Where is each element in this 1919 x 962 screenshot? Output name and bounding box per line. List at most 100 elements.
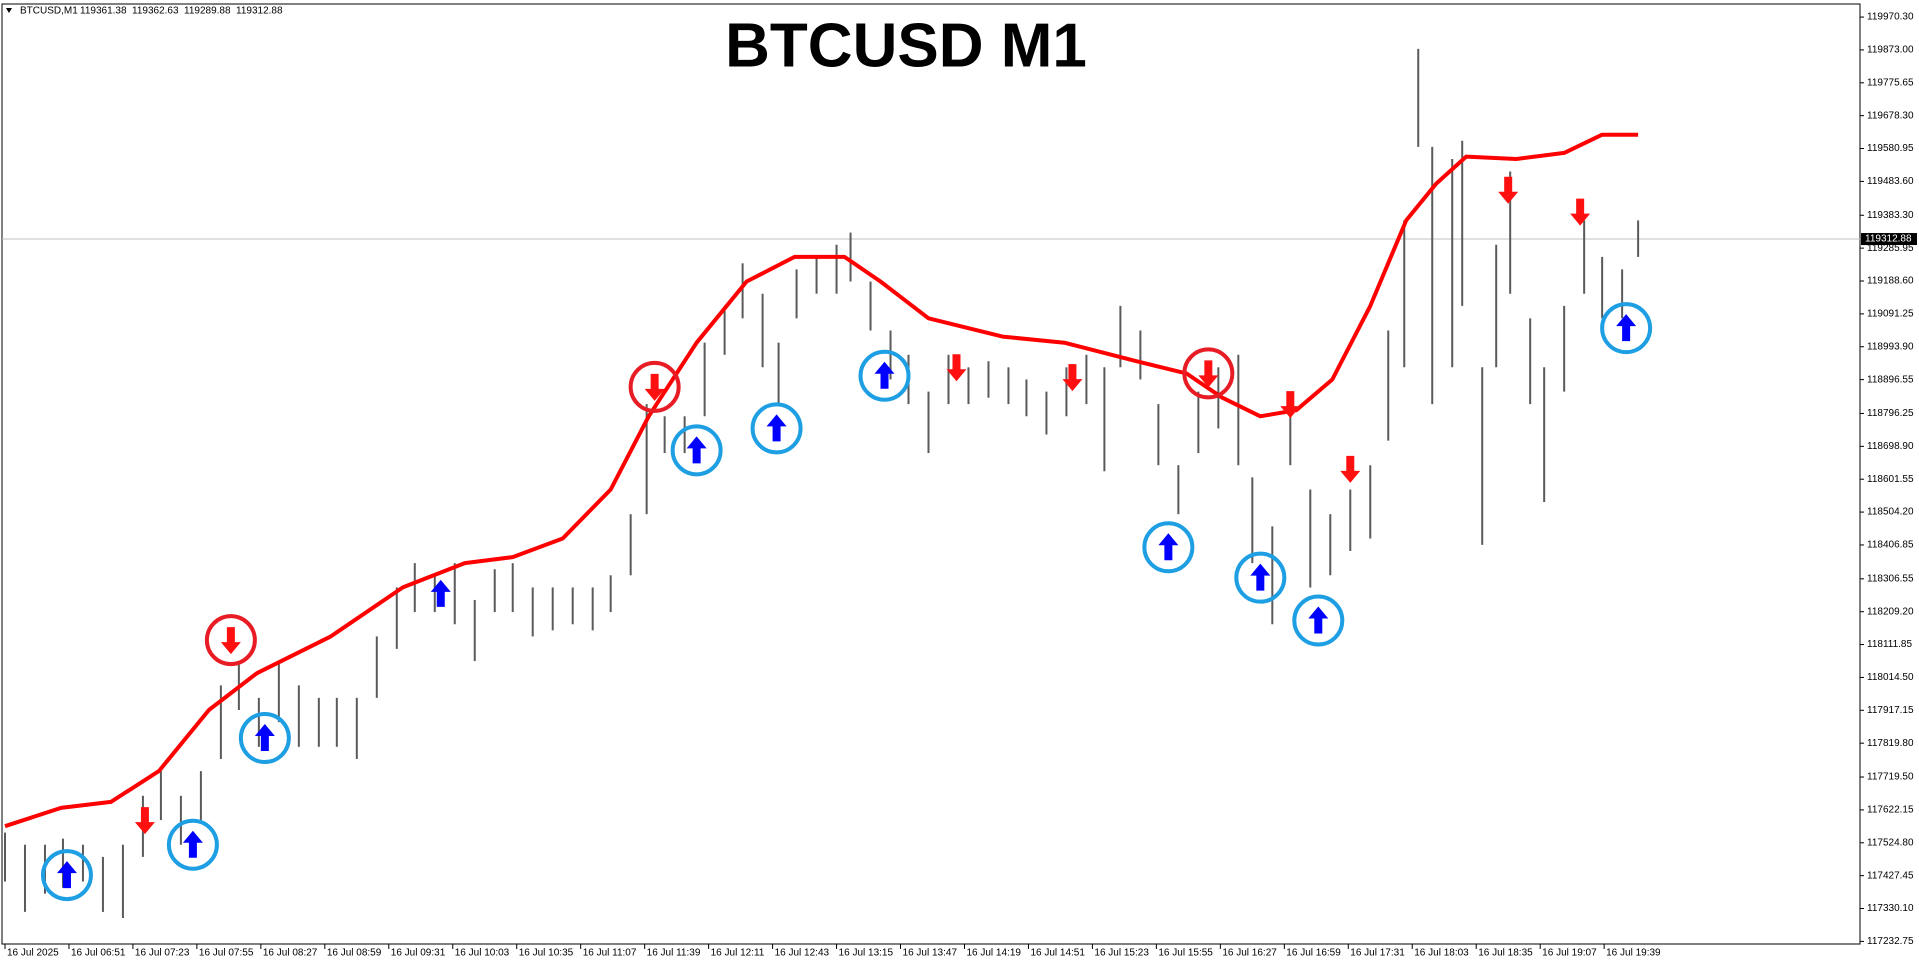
arrow-shape (254, 724, 275, 752)
y-tick-label: 118209.20 (1867, 606, 1914, 617)
arrow-shape (766, 414, 787, 442)
sell-arrow (1182, 347, 1235, 400)
x-tick-label: 16 Jul 07:23 (135, 948, 190, 959)
y-tick-label: 119483.60 (1867, 176, 1914, 187)
y-tick-label: 119970.30 (1867, 12, 1914, 23)
signal-circle (1600, 302, 1653, 355)
signal-circle (628, 360, 681, 413)
y-tick-label: 117427.45 (1867, 870, 1914, 881)
y-tick-label: 117524.80 (1867, 837, 1914, 848)
y-tick-label: 118111.85 (1867, 639, 1912, 650)
arrow-shape (874, 361, 895, 389)
arrow-shape (1498, 176, 1519, 204)
sell-arrow (1062, 364, 1083, 392)
current-price-box (1861, 233, 1917, 246)
symbol-label: BTCUSD,M1 (20, 6, 78, 17)
signal-circle (858, 349, 911, 402)
y-tick-label: 117917.15 (1867, 705, 1914, 716)
x-tick-label: 16 Jul 08:27 (263, 948, 318, 959)
buy-arrow (1142, 521, 1195, 574)
y-tick-label: 118796.25 (1867, 408, 1914, 419)
y-tick-label: 118601.55 (1867, 474, 1914, 485)
y-tick-label: 118406.85 (1867, 540, 1914, 551)
sell-arrow (134, 807, 155, 835)
buy-arrow (1292, 594, 1345, 647)
signal-circle (750, 402, 803, 455)
signal-circle (1292, 594, 1345, 647)
arrow-shape (1340, 455, 1361, 483)
x-tick-label: 16 Jul 13:15 (839, 948, 894, 959)
sell-arrow (1280, 391, 1301, 419)
arrow-shape (1308, 606, 1329, 634)
x-tick-label: 16 Jul 16:27 (1222, 948, 1277, 959)
buy-arrow (750, 402, 803, 455)
y-tick-label: 118993.90 (1867, 341, 1914, 352)
signal-circle (40, 849, 93, 902)
header-value: 119362.63 (132, 6, 179, 17)
y-tick-label: 117330.10 (1867, 903, 1914, 914)
x-tick-label: 16 Jul 19:07 (1542, 948, 1597, 959)
arrow-shape (430, 579, 451, 607)
y-tick-label: 118504.20 (1867, 507, 1914, 518)
moving-average (4, 132, 1639, 829)
x-tick-label: 16 Jul 2025 (7, 948, 59, 959)
y-tick-label: 119580.95 (1867, 143, 1914, 154)
y-tick-label: 119383.30 (1867, 210, 1914, 221)
signal-circle (1142, 521, 1195, 574)
arrow-shape (1280, 391, 1301, 419)
signal-circle (166, 818, 219, 871)
signal-circle (1182, 347, 1235, 400)
sell-arrow (628, 360, 681, 413)
header-marker (6, 8, 12, 13)
signal-circle (1234, 551, 1287, 604)
x-tick-label: 16 Jul 12:11 (711, 948, 765, 959)
signal-circle (238, 712, 291, 765)
x-tick-label: 16 Jul 18:03 (1414, 948, 1469, 959)
arrow-shape (1198, 360, 1219, 388)
x-tick-label: 16 Jul 10:03 (455, 948, 510, 959)
x-tick-label: 16 Jul 15:23 (1094, 948, 1149, 959)
buy-arrow (166, 818, 219, 871)
buy-arrow (1234, 551, 1287, 604)
header-value: 119289.88 (184, 6, 231, 17)
x-tick-label: 16 Jul 06:51 (71, 948, 126, 959)
plot-frame (1, 3, 1861, 945)
buy-arrow (40, 849, 93, 902)
sell-arrow (1498, 176, 1519, 204)
x-tick-label: 16 Jul 10:35 (519, 948, 574, 959)
x-tick-label: 16 Jul 19:39 (1606, 948, 1661, 959)
header-value: 119361.38 (80, 6, 127, 17)
buy-arrow (858, 349, 911, 402)
x-tick-label: 16 Jul 18:35 (1478, 948, 1533, 959)
header-value: 119312.88 (236, 6, 283, 17)
y-tick-label: 119188.60 (1867, 276, 1914, 287)
arrow-shape (220, 627, 241, 655)
arrow-shape (1250, 563, 1271, 591)
y-tick-label: 117719.50 (1867, 772, 1914, 783)
y-tick-label: 119678.30 (1867, 110, 1914, 121)
x-tick-label: 16 Jul 07:55 (199, 948, 254, 959)
y-tick-label: 117819.80 (1867, 738, 1914, 749)
y-tick-label: 118306.55 (1867, 573, 1914, 584)
y-tick-label: 117622.15 (1867, 805, 1914, 816)
sell-arrow (946, 354, 967, 382)
sell-arrow (1570, 198, 1591, 226)
x-tick-label: 16 Jul 12:43 (775, 948, 830, 959)
x-tick-label: 16 Jul 08:59 (327, 948, 382, 959)
x-tick-label: 16 Jul 11:39 (647, 948, 701, 959)
arrow-shape (644, 373, 665, 401)
buy-arrow (1600, 302, 1653, 355)
x-tick-label: 16 Jul 14:19 (966, 948, 1021, 959)
arrow-shape (56, 861, 77, 889)
sell-arrow (204, 614, 257, 667)
current-price-label: 119312.88 (1865, 234, 1912, 245)
y-tick-label: 119873.00 (1867, 45, 1914, 56)
y-tick-label: 119285.95 (1867, 243, 1914, 254)
x-tick-label: 16 Jul 14:51 (1030, 948, 1085, 959)
buy-arrow (238, 712, 291, 765)
signal-circle (670, 424, 723, 477)
arrow-shape (182, 830, 203, 858)
y-tick-label: 119091.25 (1867, 309, 1914, 320)
y-tick-label: 118698.90 (1867, 441, 1914, 452)
